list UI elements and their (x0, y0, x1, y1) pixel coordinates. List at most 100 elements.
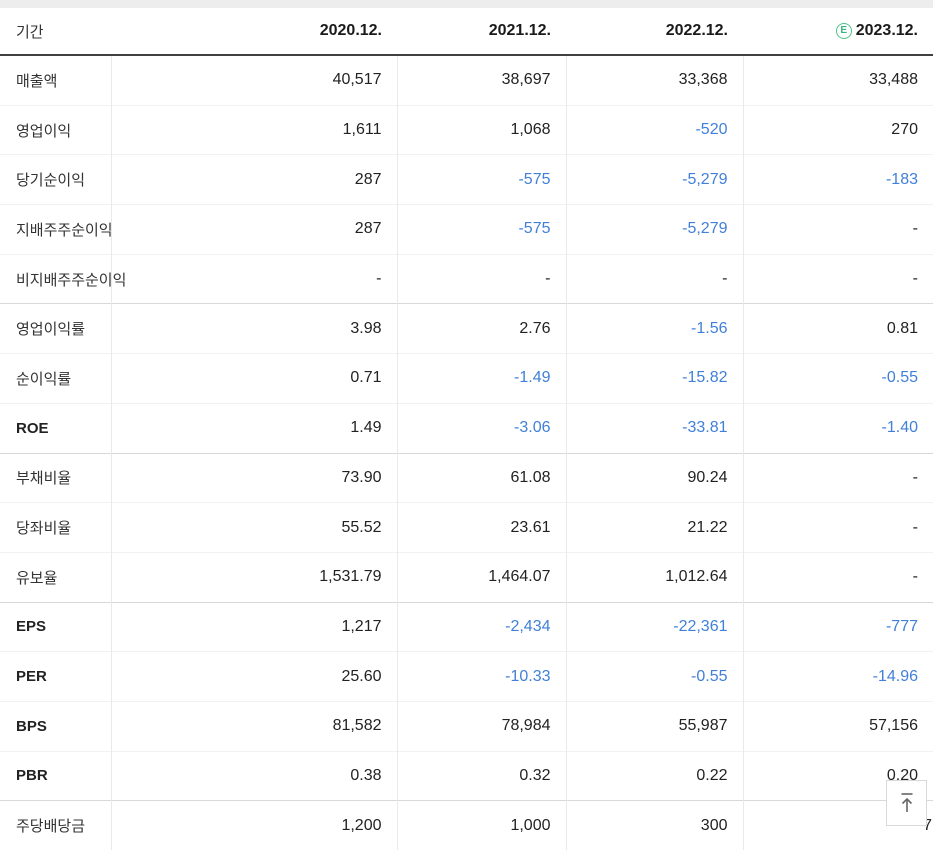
table-cell: - (110, 253, 397, 304)
table-cell: -575 (396, 204, 566, 255)
table-row-11: EPS 1,217 -2,434 -22,361 -777 (0, 601, 933, 652)
table-cell: 3.98 (110, 303, 397, 354)
table-cell: 55.52 (110, 502, 397, 553)
table-cell: 1,068 (396, 104, 566, 155)
table-row-3: 지배주주순이익 287 -575 -5,279- (0, 204, 933, 255)
table-row-0: 매출액 40,517 38,697 33,368 33,488 (0, 55, 933, 106)
table-row-10: 유보율 1,531.79 1,464.07 1,012.64- (0, 551, 933, 603)
row-label: 비지배주주순이익 (0, 253, 126, 304)
table-cell: 1,217 (110, 601, 397, 652)
table-cell: 21.22 (565, 502, 743, 553)
row-label: 유보율 (0, 551, 111, 603)
table-cell: 0.71 (110, 353, 397, 404)
table-cell: -183 (742, 154, 933, 205)
table-cell: -15.82 (565, 353, 743, 404)
column-header-2020-12: 2020.12. (111, 8, 397, 56)
table-cell: 300 (565, 800, 743, 850)
row-label: PER (0, 651, 111, 702)
table-row-14: PBR 0.38 0.32 0.22 0.20 (0, 750, 933, 801)
table-cell: 270 (742, 104, 933, 155)
table-cell: -5,279 (565, 154, 743, 205)
row-label: 영업이익률 (0, 303, 111, 354)
table-cell: 1,531.79 (110, 551, 397, 603)
estimate-badge-icon: E (835, 23, 852, 39)
table-row-9: 당좌비율 55.52 23.61 21.22- (0, 502, 933, 553)
table-cell: 0.22 (565, 750, 743, 801)
table-cell: 40,517 (110, 55, 397, 106)
row-label: PBR (0, 750, 111, 801)
table-row-15: 주당배당금 1,200 1,000 300 7 (0, 800, 933, 850)
table-cell: 25.60 (110, 651, 397, 702)
table-cell: -777 (742, 601, 933, 652)
table-cell: 0.38 (110, 750, 397, 801)
table-cell: -575 (396, 154, 566, 205)
row-label: 영업이익 (0, 104, 111, 155)
table-cell: 78,984 (396, 700, 566, 752)
table-cell: -5,279 (565, 204, 743, 255)
table-cell: - (742, 253, 933, 304)
row-label: 지배주주순이익 (0, 204, 113, 255)
column-header-2022-12: 2022.12. (566, 8, 743, 56)
table-cell: -0.55 (742, 353, 933, 404)
table-cell: -2,434 (396, 601, 566, 652)
table-row-1: 영업이익 1,611 1,068 -520 270 (0, 104, 933, 155)
table-cell: 287 (110, 154, 397, 205)
table-row-6: 순이익률 0.71 -1.49 -15.82 -0.55 (0, 353, 933, 404)
table-cell: 57,156 (742, 700, 933, 752)
table-cell: 2.76 (396, 303, 566, 354)
table-cell: 55,987 (565, 700, 743, 752)
row-label: 당기순이익 (0, 154, 111, 205)
financial-summary-table: 기간 2020.12. 2021.12. 2022.12. E 2023.12. … (0, 8, 933, 850)
table-cell: 287 (110, 204, 397, 255)
table-cell: 1,611 (110, 104, 397, 155)
row-label: 순이익률 (0, 353, 111, 404)
table-row-7: ROE 1.49 -3.06 -33.81 -1.40 (0, 402, 933, 453)
top-strip (0, 0, 933, 8)
table-row-4: 비지배주주순이익 - - - - (0, 253, 933, 304)
table-row-8: 부채비율 73.90 61.08 90.24- (0, 452, 933, 503)
table-cell: - (396, 253, 566, 304)
table-cell: 73.90 (110, 452, 397, 503)
table-cell: - (742, 452, 933, 503)
table-cell: - (742, 551, 933, 603)
table-cell: -0.55 (565, 651, 743, 702)
table-cell: 81,582 (110, 700, 397, 752)
table-cell: 90.24 (565, 452, 743, 503)
column-header-2021-12: 2021.12. (397, 8, 566, 56)
row-label: 매출액 (16, 72, 58, 90)
table-cell: -520 (565, 104, 743, 155)
row-label: 부채비율 (0, 452, 111, 503)
table-cell: -14.96 (742, 651, 933, 702)
header-row: 기간 2020.12. 2021.12. 2022.12. E 2023.12. (0, 8, 933, 56)
table-header: 기간 2020.12. 2021.12. 2022.12. E 2023.12. (0, 8, 933, 56)
row-label: EPS (0, 601, 111, 652)
table-cell: - (742, 502, 933, 553)
table-cell: -1.56 (565, 303, 743, 354)
table-cell: 0.81 (742, 303, 933, 354)
table-cell: 1,012.64 (565, 551, 743, 603)
row-label: 당좌비율 (0, 502, 111, 553)
table-cell: -1.49 (396, 353, 566, 404)
table-cell: -33.81 (565, 402, 743, 453)
table-row-2: 당기순이익 287 -575 -5,279 -183 (0, 154, 933, 205)
column-header-2023-12-estimate: E 2023.12. (743, 8, 933, 56)
table-cell: - (742, 204, 933, 255)
row-label: 주당배당금 (0, 800, 111, 850)
table-cell: 61.08 (396, 452, 566, 503)
scroll-to-top-button[interactable] (886, 780, 927, 826)
table-cell: 33,368 (565, 55, 743, 106)
table-cell: 1,200 (110, 800, 397, 850)
table-cell: 1,000 (396, 800, 566, 850)
table-cell: -22,361 (565, 601, 743, 652)
row-label: ROE (0, 402, 111, 453)
table-row-12: PER 25.60 -10.33 -0.55 -14.96 (0, 651, 933, 702)
table-cell: 0.32 (396, 750, 566, 801)
table-cell: - (565, 253, 743, 304)
column-header-2023-12-label: 2023.12. (855, 22, 918, 39)
table-cell: 1.49 (110, 402, 397, 453)
table-cell: 1,464.07 (396, 551, 566, 603)
column-header-period: 기간 (0, 8, 111, 56)
table-row-5: 영업이익률 3.98 2.76 -1.56 0.81 (0, 303, 933, 354)
table-cell: -10.33 (396, 651, 566, 702)
table-cell: 23.61 (396, 502, 566, 553)
